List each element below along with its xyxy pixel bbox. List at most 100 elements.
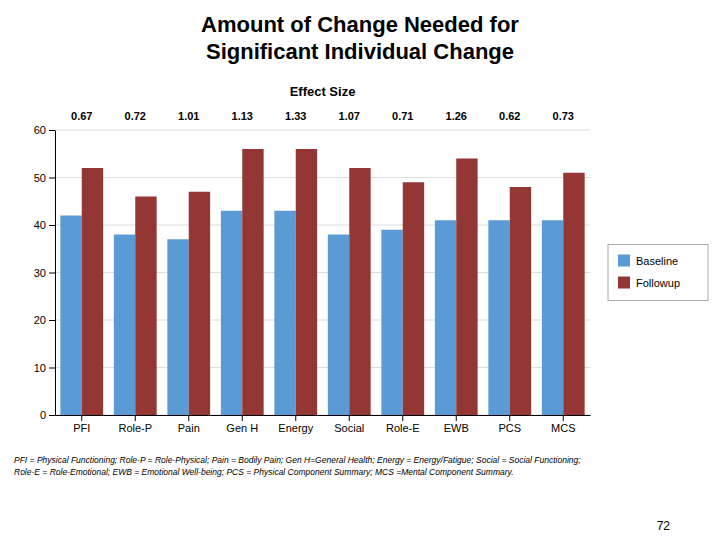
tick: PFI (73, 415, 90, 434)
chart: Amount of Change Needed forSignificant I… (0, 0, 720, 540)
y-axis: 0 10 20 30 40 50 60 (34, 124, 56, 421)
tick: EWB (444, 415, 469, 434)
tick: Role-P (118, 415, 152, 434)
bar (510, 187, 531, 415)
tick: 50 (34, 172, 55, 184)
tick-label: 0 (40, 409, 46, 421)
bar (563, 173, 584, 415)
tick-mark (135, 415, 136, 421)
tick-label: Role-E (386, 422, 420, 434)
effect-size-label: 0.67 (71, 110, 92, 122)
bar (349, 168, 370, 415)
tick-label: 30 (34, 267, 46, 279)
page-number: 72 (657, 519, 671, 533)
legend-swatch (618, 277, 630, 289)
effect-size-label: 1.07 (339, 110, 360, 122)
tick: Energy (278, 415, 313, 434)
bars (60, 149, 584, 415)
tick-mark (509, 415, 510, 421)
bar (328, 235, 349, 416)
bar (167, 239, 188, 415)
tick-label: MCS (551, 422, 575, 434)
bar (542, 220, 563, 415)
tick-mark (49, 225, 55, 226)
tick: Role-E (386, 415, 420, 434)
legend-item: Baseline (618, 255, 678, 267)
tick-mark (295, 415, 296, 421)
grid (55, 130, 590, 415)
tick: 30 (34, 267, 55, 279)
tick: 40 (34, 219, 55, 231)
tick-label: PCS (498, 422, 521, 434)
bar (456, 159, 477, 416)
x-axis: PFI Role-P Pain Gen H Energy Social Role-E EWB P… (56, 415, 591, 434)
effect-size-label: 1.01 (178, 110, 199, 122)
tick: 0 (40, 409, 55, 421)
tick-mark (49, 368, 55, 369)
legend-label: Followup (636, 277, 680, 289)
grid-line (55, 177, 590, 178)
bar (221, 211, 242, 415)
tick: Social (334, 415, 364, 434)
tick-label: Energy (278, 422, 313, 434)
tick-mark (188, 415, 189, 421)
tick-label: Role-P (118, 422, 152, 434)
effect-size-label: 0.73 (553, 110, 574, 122)
tick-mark (563, 415, 564, 421)
legend-frame (608, 245, 708, 301)
bar (488, 220, 509, 415)
tick-mark (402, 415, 403, 421)
bar (135, 197, 156, 416)
series (82, 149, 585, 415)
tick: Gen H (226, 415, 258, 434)
bar (296, 149, 317, 415)
tick: 10 (34, 362, 55, 374)
effect-size-label: 1.33 (285, 110, 306, 122)
bar (403, 182, 424, 415)
bar (114, 235, 135, 416)
footnote: PFI = Physical Functioning; Role-P = Rol… (14, 455, 581, 477)
tick-label: 60 (34, 124, 46, 136)
tick-label: EWB (444, 422, 469, 434)
tick-label: Gen H (226, 422, 258, 434)
effect-size-label: 0.71 (392, 110, 413, 122)
tick: PCS (498, 415, 521, 434)
tick: Pain (178, 415, 200, 434)
tick-label: Social (334, 422, 364, 434)
tick-mark (49, 320, 55, 321)
tick: MCS (551, 415, 575, 434)
tick: 20 (34, 314, 55, 326)
tick-label: 10 (34, 362, 46, 374)
tick-mark (242, 415, 243, 421)
tick-label: 20 (34, 314, 46, 326)
grid-line (55, 130, 590, 131)
tick-mark (49, 178, 55, 179)
effect-size-label: 0.72 (125, 110, 146, 122)
legend-swatch (618, 255, 630, 267)
title: Amount of Change Needed forSignificant I… (201, 12, 519, 64)
legend: Baseline Followup (608, 245, 708, 301)
legend-label: Baseline (636, 255, 678, 267)
tick-label: 40 (34, 219, 46, 231)
tick-mark (456, 415, 457, 421)
tick-mark (49, 415, 55, 416)
bar (242, 149, 263, 415)
tick-label: Pain (178, 422, 200, 434)
effect-size-label: 1.13 (232, 110, 253, 122)
bar (274, 211, 295, 415)
tick-label: 50 (34, 172, 46, 184)
tick-mark (49, 130, 55, 131)
subtitle: Effect Size (290, 84, 356, 99)
tick: 60 (34, 124, 55, 136)
effect-size-label: 1.26 (446, 110, 467, 122)
axis-line (55, 131, 56, 416)
tick-mark (81, 415, 82, 421)
bar (189, 192, 210, 415)
bar (435, 220, 456, 415)
bar (381, 230, 402, 415)
bar (82, 168, 103, 415)
legend-item: Followup (618, 277, 680, 289)
plot: 0 10 20 30 40 50 60 PFI Role-P Pain Gen H Energy Soc… (34, 124, 591, 434)
effect-size-label: 0.62 (499, 110, 520, 122)
effect-size-labels: 0.67 0.72 1.01 1.13 1.33 1.07 0.71 1.26 0.62 0.73 (71, 110, 574, 122)
